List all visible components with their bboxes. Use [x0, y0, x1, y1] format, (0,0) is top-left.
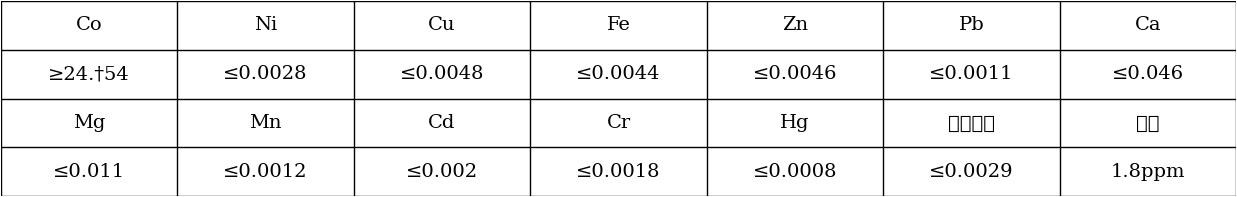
Text: ≥24.†54: ≥24.†54: [48, 65, 130, 83]
Text: Pb: Pb: [959, 16, 985, 34]
Text: ≤0.0018: ≤0.0018: [576, 163, 661, 181]
Text: Ca: Ca: [1134, 16, 1162, 34]
Text: 油分: 油分: [1137, 113, 1160, 132]
Text: Cr: Cr: [606, 114, 631, 132]
Text: ≤0.0029: ≤0.0029: [929, 163, 1014, 181]
Text: ≤0.0011: ≤0.0011: [929, 65, 1014, 83]
Text: ≤0.002: ≤0.002: [406, 163, 477, 181]
Text: 水不溶物: 水不溶物: [948, 113, 995, 132]
Text: Ni: Ni: [254, 16, 277, 34]
Text: ≤0.0048: ≤0.0048: [400, 65, 484, 83]
Text: ≤0.0044: ≤0.0044: [576, 65, 661, 83]
Text: Cu: Cu: [428, 16, 455, 34]
Text: ≤0.0028: ≤0.0028: [223, 65, 308, 83]
Text: Co: Co: [75, 16, 103, 34]
Text: ≤0.0046: ≤0.0046: [753, 65, 837, 83]
Text: Fe: Fe: [606, 16, 631, 34]
Text: Mn: Mn: [249, 114, 282, 132]
Text: Hg: Hg: [781, 114, 810, 132]
Text: 1.8ppm: 1.8ppm: [1111, 163, 1185, 181]
Text: ≤0.0008: ≤0.0008: [753, 163, 837, 181]
Text: Zn: Zn: [782, 16, 808, 34]
Text: ≤0.0012: ≤0.0012: [223, 163, 308, 181]
Text: ≤0.046: ≤0.046: [1112, 65, 1184, 83]
Text: ≤0.011: ≤0.011: [53, 163, 125, 181]
Text: Cd: Cd: [428, 114, 455, 132]
Text: Mg: Mg: [73, 114, 105, 132]
